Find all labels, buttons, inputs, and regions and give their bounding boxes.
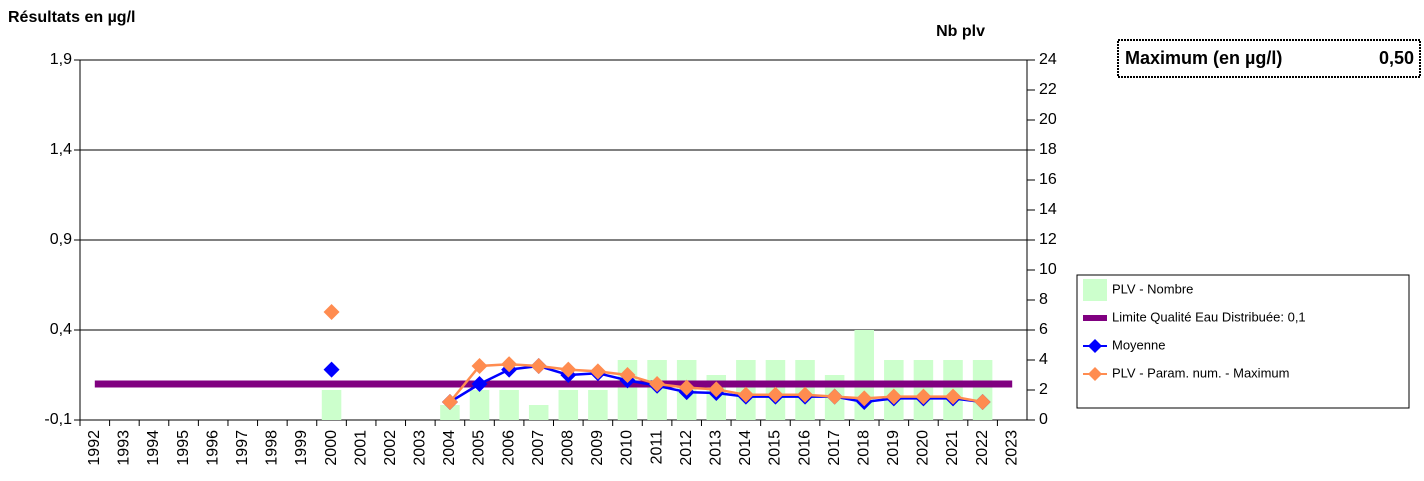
marker xyxy=(678,379,695,396)
y2-tick-label: 8 xyxy=(1039,291,1048,308)
marker xyxy=(530,358,547,374)
x-tick-label: 2019 xyxy=(885,430,902,466)
y2-tick-label: 10 xyxy=(1039,261,1057,278)
legend-label: Moyenne xyxy=(1112,337,1165,352)
bar xyxy=(528,405,549,420)
x-tick-label: 2020 xyxy=(915,430,932,466)
legend-label: Limite Qualité Eau Distribuée: 0,1 xyxy=(1112,309,1306,324)
max-box-label: Maximum (en µg/l) xyxy=(1125,48,1282,68)
x-tick-label: 2022 xyxy=(974,430,991,466)
marker xyxy=(856,390,873,407)
marker xyxy=(797,386,814,403)
x-tick-label: 2016 xyxy=(796,430,813,466)
y2-tick-label: 0 xyxy=(1039,411,1048,428)
y2-tick-label: 16 xyxy=(1039,171,1057,188)
marker xyxy=(619,367,636,383)
bar xyxy=(499,390,519,420)
x-tick-label: 1999 xyxy=(293,430,310,466)
bar xyxy=(588,390,608,420)
x-tick-label: 1996 xyxy=(204,430,221,466)
legend-label: PLV - Param. num. - Maximum xyxy=(1112,365,1289,380)
x-tick-label: 2000 xyxy=(323,430,340,466)
y2-tick-label: 20 xyxy=(1039,111,1057,128)
x-tick-label: 2017 xyxy=(826,430,843,466)
bar xyxy=(440,405,460,420)
y2-tick-label: 2 xyxy=(1039,381,1048,398)
bar xyxy=(558,390,579,420)
marker xyxy=(471,376,488,392)
y-tick-label: 0,4 xyxy=(50,321,72,338)
y2-axis-title: Nb plv xyxy=(936,23,985,40)
x-tick-label: 2023 xyxy=(1003,430,1020,466)
y2-tick-label: 22 xyxy=(1039,81,1057,98)
x-tick-label: 2014 xyxy=(737,430,754,466)
x-tick-label: 1994 xyxy=(145,430,162,466)
x-tick-label: 2007 xyxy=(530,430,547,466)
legend-marker xyxy=(1088,339,1102,353)
x-tick-label: 2002 xyxy=(382,430,399,466)
max-box-value: 0,50 xyxy=(1379,48,1414,68)
marker xyxy=(649,376,666,392)
marker xyxy=(323,304,340,320)
x-tick-label: 1993 xyxy=(116,430,133,466)
x-tick-label: 1992 xyxy=(86,430,103,466)
marker xyxy=(974,394,991,410)
x-tick-label: 2011 xyxy=(648,430,665,465)
x-tick-label: 1998 xyxy=(264,430,281,466)
legend-label: PLV - Nombre xyxy=(1112,281,1193,296)
bar xyxy=(469,390,490,420)
x-tick-label: 2001 xyxy=(352,430,369,466)
marker xyxy=(737,386,754,403)
marker xyxy=(708,381,725,398)
y-tick-label: 1,9 xyxy=(50,51,72,68)
marker xyxy=(441,394,458,410)
x-tick-label: 2010 xyxy=(619,430,636,466)
x-tick-label: 1997 xyxy=(234,430,251,466)
y2-tick-label: 4 xyxy=(1039,351,1048,368)
y2-tick-label: 6 xyxy=(1039,321,1048,338)
x-tick-label: 2003 xyxy=(412,430,429,466)
marker xyxy=(589,363,606,380)
max-box xyxy=(1117,39,1421,78)
marker xyxy=(471,358,488,374)
legend xyxy=(1076,274,1410,409)
x-tick-label: 2006 xyxy=(500,430,517,466)
x-tick-label: 2008 xyxy=(560,430,577,466)
legend-swatch xyxy=(1083,279,1107,301)
marker xyxy=(915,388,932,405)
marker xyxy=(323,361,340,378)
x-tick-label: 2004 xyxy=(441,430,458,466)
x-tick-label: 2009 xyxy=(589,430,606,466)
y-tick-label: 0,9 xyxy=(50,231,72,248)
y2-tick-label: 24 xyxy=(1039,51,1057,68)
marker xyxy=(501,356,518,373)
x-tick-label: 1995 xyxy=(175,430,192,466)
x-tick-label: 2005 xyxy=(471,430,488,466)
x-tick-label: 2013 xyxy=(707,430,724,466)
marker xyxy=(885,388,902,405)
y-tick-label: -0,1 xyxy=(44,411,72,428)
y2-tick-label: 14 xyxy=(1039,201,1057,218)
x-tick-label: 2021 xyxy=(944,430,961,466)
marker xyxy=(767,386,784,403)
y2-tick-label: 12 xyxy=(1039,231,1057,248)
marker xyxy=(826,388,843,405)
legend-marker xyxy=(1088,367,1102,381)
bar xyxy=(321,390,342,420)
y-axis-title: Résultats en µg/l xyxy=(8,9,135,26)
marker xyxy=(560,361,577,378)
bar xyxy=(972,360,993,420)
y2-tick-label: 18 xyxy=(1039,141,1057,158)
x-tick-label: 2012 xyxy=(678,430,695,466)
x-tick-label: 2018 xyxy=(855,430,872,466)
x-tick-label: 2015 xyxy=(767,430,784,466)
marker xyxy=(945,388,962,405)
legend-swatch xyxy=(1083,315,1107,321)
y-tick-label: 1,4 xyxy=(50,141,72,158)
